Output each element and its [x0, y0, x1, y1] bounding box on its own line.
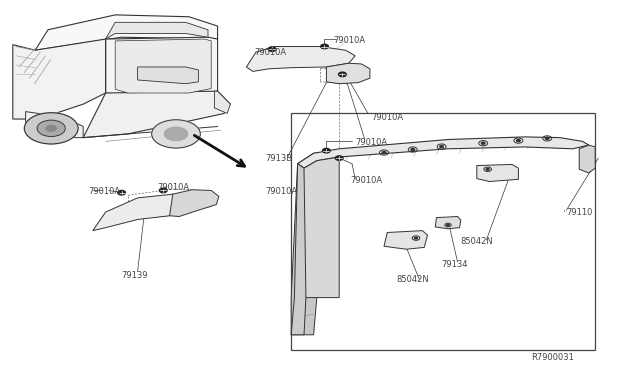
Text: 79010A: 79010A — [255, 48, 287, 57]
Polygon shape — [138, 67, 198, 84]
Bar — [291, 113, 595, 350]
Circle shape — [545, 137, 549, 140]
Circle shape — [415, 237, 417, 239]
Text: 79134: 79134 — [442, 260, 468, 269]
Polygon shape — [115, 39, 211, 93]
Circle shape — [24, 113, 78, 144]
Polygon shape — [298, 137, 589, 168]
Circle shape — [268, 47, 276, 51]
Polygon shape — [13, 39, 106, 119]
Circle shape — [339, 72, 346, 77]
Polygon shape — [93, 194, 198, 231]
Text: 79139: 79139 — [122, 271, 148, 280]
Text: 85042N: 85042N — [461, 237, 493, 246]
Text: 79010A: 79010A — [88, 187, 120, 196]
Circle shape — [46, 125, 56, 131]
Polygon shape — [298, 157, 339, 298]
Polygon shape — [435, 217, 461, 229]
Circle shape — [335, 156, 343, 160]
Circle shape — [323, 148, 330, 153]
Polygon shape — [384, 231, 428, 249]
Circle shape — [321, 44, 328, 49]
Polygon shape — [170, 190, 219, 217]
Circle shape — [37, 120, 65, 137]
Text: 79010A: 79010A — [351, 176, 383, 185]
Text: 85042N: 85042N — [397, 275, 429, 284]
Polygon shape — [35, 15, 218, 50]
Polygon shape — [83, 91, 230, 138]
Text: 79010A: 79010A — [157, 183, 189, 192]
Polygon shape — [246, 46, 355, 71]
Circle shape — [164, 127, 188, 141]
Text: 79010A: 79010A — [266, 187, 298, 196]
Polygon shape — [106, 37, 218, 97]
Circle shape — [152, 120, 200, 148]
Text: 79110: 79110 — [566, 208, 593, 217]
Polygon shape — [106, 22, 208, 39]
Text: 79010A: 79010A — [355, 138, 387, 147]
Polygon shape — [291, 164, 306, 335]
Text: 7913B: 7913B — [266, 154, 292, 163]
Text: 79010A: 79010A — [333, 36, 365, 45]
Polygon shape — [214, 91, 230, 113]
Text: 79010A: 79010A — [371, 113, 403, 122]
Circle shape — [481, 142, 485, 144]
Circle shape — [118, 190, 125, 195]
Polygon shape — [477, 164, 518, 182]
Circle shape — [440, 145, 444, 148]
Polygon shape — [291, 153, 326, 335]
Circle shape — [411, 148, 415, 151]
Circle shape — [159, 188, 167, 193]
Circle shape — [447, 224, 449, 226]
Circle shape — [516, 140, 520, 142]
Circle shape — [382, 151, 386, 154]
Polygon shape — [326, 63, 370, 84]
Text: R7900031: R7900031 — [531, 353, 574, 362]
Polygon shape — [579, 145, 595, 173]
Polygon shape — [26, 112, 83, 138]
Circle shape — [486, 169, 489, 170]
